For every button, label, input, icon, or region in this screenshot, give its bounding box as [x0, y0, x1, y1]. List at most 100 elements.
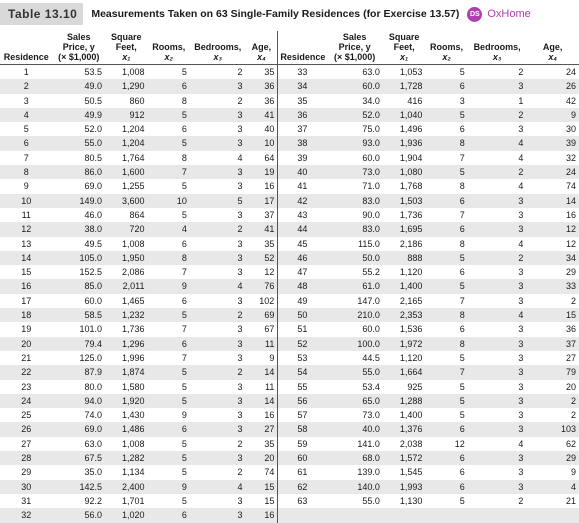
table-cell: 93.0: [326, 136, 383, 151]
table-cell: 85.0: [52, 279, 106, 294]
table-row: 19 101.0 1,736 7 3 67 51 60.0 1,536 6 3 36: [0, 322, 579, 337]
table-cell: 14: [526, 193, 579, 208]
table-cell: 24: [526, 165, 579, 180]
table-cell: 1,904: [382, 150, 426, 166]
table-cell: 1,204: [105, 122, 148, 137]
table-cell: 29: [0, 465, 53, 480]
table-cell: 55.0: [326, 493, 383, 509]
dataset-icon[interactable]: DS: [467, 6, 483, 22]
table-cell: 44.5: [326, 350, 383, 366]
table-cell: [326, 508, 383, 523]
table-cell: 3: [189, 236, 246, 251]
table-cell: 75.0: [326, 122, 383, 137]
table-row: 9 69.0 1,255 5 3 16 41 71.0 1,768 8 4 74: [0, 179, 579, 194]
table-cell: 8: [425, 308, 468, 323]
table-cell: 40: [245, 122, 278, 137]
table-cell: 62: [277, 479, 327, 494]
table-cell: 3: [467, 422, 527, 437]
table-cell: 74: [526, 179, 579, 194]
table-cell: 54: [277, 365, 327, 380]
table-cell: 1,701: [105, 493, 148, 509]
table-cell: 6: [147, 122, 190, 137]
table-cell: 7: [425, 365, 468, 380]
table-cell: 5: [147, 365, 190, 380]
table-cell: 28: [0, 451, 53, 466]
table-cell: 5: [147, 107, 190, 123]
table-cell: 6: [425, 265, 468, 280]
table-cell: 3: [189, 393, 246, 409]
table-cell: 61: [277, 465, 327, 480]
table-cell: 3: [467, 451, 527, 466]
table-cell: 4: [189, 479, 246, 494]
table-cell: 94.0: [52, 393, 106, 409]
table-cell: 35: [245, 436, 278, 452]
table-cell: 16: [245, 408, 278, 423]
table-cell: 3: [189, 408, 246, 423]
table-cell: 2,011: [105, 279, 148, 294]
table-cell: 8: [147, 150, 190, 166]
table-cell: 1,465: [105, 293, 148, 309]
table-cell: 14: [245, 393, 278, 409]
table-cell: 13: [0, 236, 53, 251]
table-cell: 59: [277, 436, 327, 452]
table-cell: 140.0: [326, 479, 383, 494]
table-cell: 2: [189, 222, 246, 237]
table-cell: 39: [526, 136, 579, 151]
table-cell: 43: [277, 207, 327, 223]
table-cell: 45: [277, 236, 327, 251]
table-cell: 3: [467, 322, 527, 337]
table-cell: 1,950: [105, 250, 148, 266]
table-cell: 5: [425, 379, 468, 394]
table-cell: 10: [147, 193, 190, 208]
table-cell: 141.0: [326, 436, 383, 452]
table-cell: 41: [245, 107, 278, 123]
table-cell: 5: [189, 193, 246, 208]
table-row: 1 53.5 1,008 5 2 35 33 63.0 1,053 5 2 24: [0, 64, 579, 80]
table-cell: 9: [147, 279, 190, 294]
table-cell: 22: [0, 365, 53, 380]
table-cell: [425, 508, 468, 523]
col-rooms: Rooms, x₂: [152, 42, 186, 62]
table-cell: 53.5: [52, 64, 106, 80]
table-cell: 2,400: [105, 479, 148, 494]
table-cell: 4: [189, 150, 246, 166]
table-cell: 3,600: [105, 193, 148, 208]
table-cell: 1,768: [382, 179, 426, 194]
table-row: 6 55.0 1,204 5 3 10 38 93.0 1,936 8 4 39: [0, 136, 579, 151]
table-cell: 79.4: [52, 336, 106, 351]
table-cell: 6: [147, 422, 190, 437]
table-cell: 15: [526, 308, 579, 323]
table-cell: 1,130: [382, 493, 426, 509]
table-cell: 1,080: [382, 165, 426, 180]
table-row: 7 80.5 1,764 8 4 64 39 60.0 1,904 7 4 32: [0, 150, 579, 166]
table-cell: 80.0: [52, 379, 106, 394]
table-cell: 74: [245, 465, 278, 480]
table-cell: 90.0: [326, 207, 383, 223]
table-cell: 49: [277, 293, 327, 309]
table-cell: 56.0: [52, 508, 106, 523]
table-cell: 8: [425, 179, 468, 194]
table-cell: 1,536: [382, 322, 426, 337]
table-cell: 5: [425, 64, 468, 80]
table-cell: 5: [425, 393, 468, 409]
table-cell: 3: [467, 222, 527, 237]
table-cell: 3: [189, 451, 246, 466]
table-cell: 20: [526, 379, 579, 394]
table-cell: 8: [425, 136, 468, 151]
col-rooms-2: Rooms, x₂: [430, 42, 464, 62]
table-cell: 6: [425, 479, 468, 494]
table-cell: 83.0: [326, 222, 383, 237]
table-cell: 76: [245, 279, 278, 294]
table-cell: 105.0: [52, 250, 106, 266]
table-cell: 3: [189, 107, 246, 123]
table-cell: 51: [277, 322, 327, 337]
table-cell: 3: [189, 79, 246, 94]
table-cell: 1,486: [105, 422, 148, 437]
table-cell: 62: [526, 436, 579, 452]
dataset-link[interactable]: OxHome: [487, 8, 531, 20]
table-row: 16 85.0 2,011 9 4 76 48 61.0 1,400 5 3 33: [0, 279, 579, 294]
table-cell: 56: [277, 393, 327, 409]
table-cell: 1,232: [105, 308, 148, 323]
table-cell: 2: [189, 365, 246, 380]
table-row: 11 46.0 864 5 3 37 43 90.0 1,736 7 3 16: [0, 207, 579, 223]
